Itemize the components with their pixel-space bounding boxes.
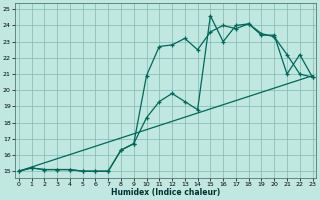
X-axis label: Humidex (Indice chaleur): Humidex (Indice chaleur)	[111, 188, 220, 197]
